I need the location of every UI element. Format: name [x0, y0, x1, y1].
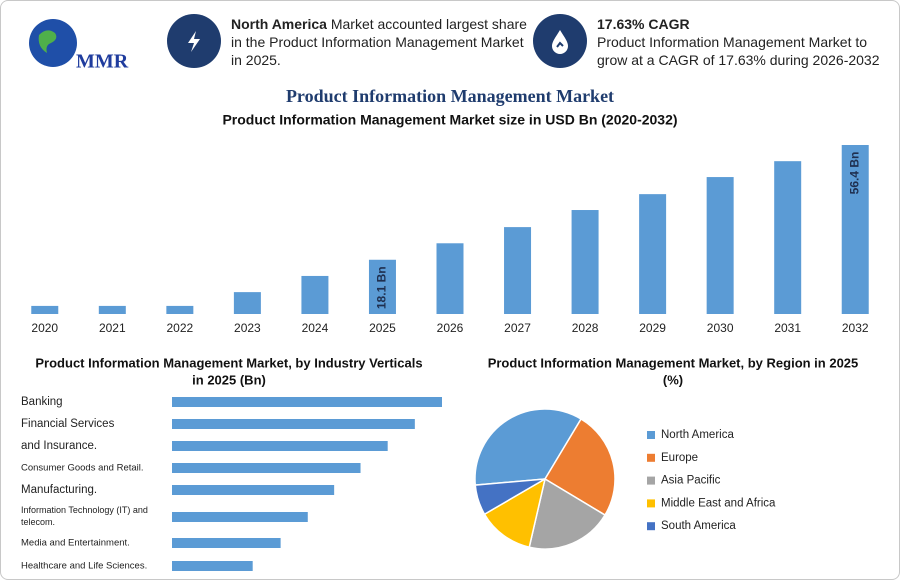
value-label: 56.4 Bn [847, 152, 861, 195]
bar [436, 243, 464, 314]
y-tick-label: Information Technology (IT) and telecom. [21, 505, 148, 527]
legend-label: North America [661, 429, 734, 441]
legend-label: Europe [661, 452, 698, 464]
y-tick-label: Banking [21, 396, 63, 408]
y-tick-label: Media and Entertainment. [21, 538, 130, 549]
x-tick-label: 2023 [234, 321, 261, 335]
bar [172, 485, 335, 495]
chart-title: Product Information Management Market, b… [488, 355, 859, 370]
legend-swatch [647, 476, 655, 485]
bar [774, 161, 802, 314]
info-card: North America Market accounted largest s… [231, 15, 531, 69]
pie-slice [528, 477, 607, 550]
bar [301, 275, 329, 314]
card-text: Market accounted largest share in the Pr… [231, 16, 527, 68]
legend-swatch [647, 522, 655, 531]
x-tick-label: 2021 [99, 321, 126, 335]
bar [172, 397, 442, 407]
bar [368, 259, 396, 314]
legend-swatch [647, 431, 655, 439]
x-tick-label: 2022 [166, 321, 193, 335]
bar [172, 441, 388, 451]
logo-land [38, 30, 57, 53]
bar [172, 538, 281, 548]
legend-swatch [647, 453, 655, 462]
legend-label: South America [661, 520, 736, 532]
card-bold: 17.63% CAGR [597, 16, 690, 32]
pie-slice [543, 417, 616, 517]
x-tick-label: 2029 [639, 321, 666, 335]
bar [639, 194, 667, 314]
y-tick-label: Manufacturing. [21, 484, 97, 496]
x-tick-label: 2024 [302, 321, 329, 335]
bar [172, 419, 415, 429]
legend-label: Middle East and Africa [661, 497, 776, 509]
legend-label: Asia Pacific [661, 475, 721, 487]
pie-slice [474, 408, 583, 486]
bar [31, 305, 59, 314]
pie-slice [474, 478, 546, 516]
info-card: 17.63% CAGR Product Information Managemen… [597, 15, 882, 69]
page-title: Product Information Management Market [286, 86, 614, 106]
logo-text: MMR [76, 51, 129, 73]
y-tick-label: Healthcare and Life Sciences. [21, 561, 147, 572]
y-tick-label: Consumer Goods and Retail. [21, 463, 144, 474]
chart-title: Product Information Management Market, b… [35, 355, 422, 370]
value-label: 18.1 Bn [375, 266, 389, 309]
pie-slice [483, 477, 547, 549]
icon-growth [533, 14, 587, 68]
bar [504, 227, 532, 314]
icon-bolt [167, 14, 221, 68]
icon-glyph [552, 30, 568, 54]
x-tick-label: 2032 [842, 321, 869, 335]
bar [571, 210, 599, 314]
y-tick-label: and Insurance. [21, 440, 97, 452]
x-tick-label: 2030 [707, 321, 734, 335]
x-tick-label: 2025 [369, 321, 396, 335]
x-tick-label: 2028 [572, 321, 599, 335]
logo-globe [29, 19, 77, 67]
bar [841, 145, 869, 314]
x-tick-label: 2020 [31, 321, 58, 335]
x-tick-label: 2027 [504, 321, 531, 335]
bar [706, 177, 734, 314]
bar [98, 305, 126, 314]
y-tick-label: Financial Services [21, 418, 115, 430]
bar [172, 512, 308, 522]
bar [233, 292, 261, 314]
chart-title: in 2025 (Bn) [192, 372, 266, 387]
bar [166, 305, 194, 314]
bar [172, 561, 253, 571]
x-tick-label: 2031 [774, 321, 801, 335]
legend-swatch [647, 499, 655, 508]
x-tick-label: 2026 [437, 321, 464, 335]
card-text: Product Information Management Market to… [597, 34, 880, 68]
chart-title: (%) [663, 372, 683, 387]
card-bold: North America [231, 16, 327, 32]
chart-title: Product Information Management Market si… [222, 112, 677, 128]
bar [172, 463, 361, 473]
icon-glyph [188, 31, 200, 52]
